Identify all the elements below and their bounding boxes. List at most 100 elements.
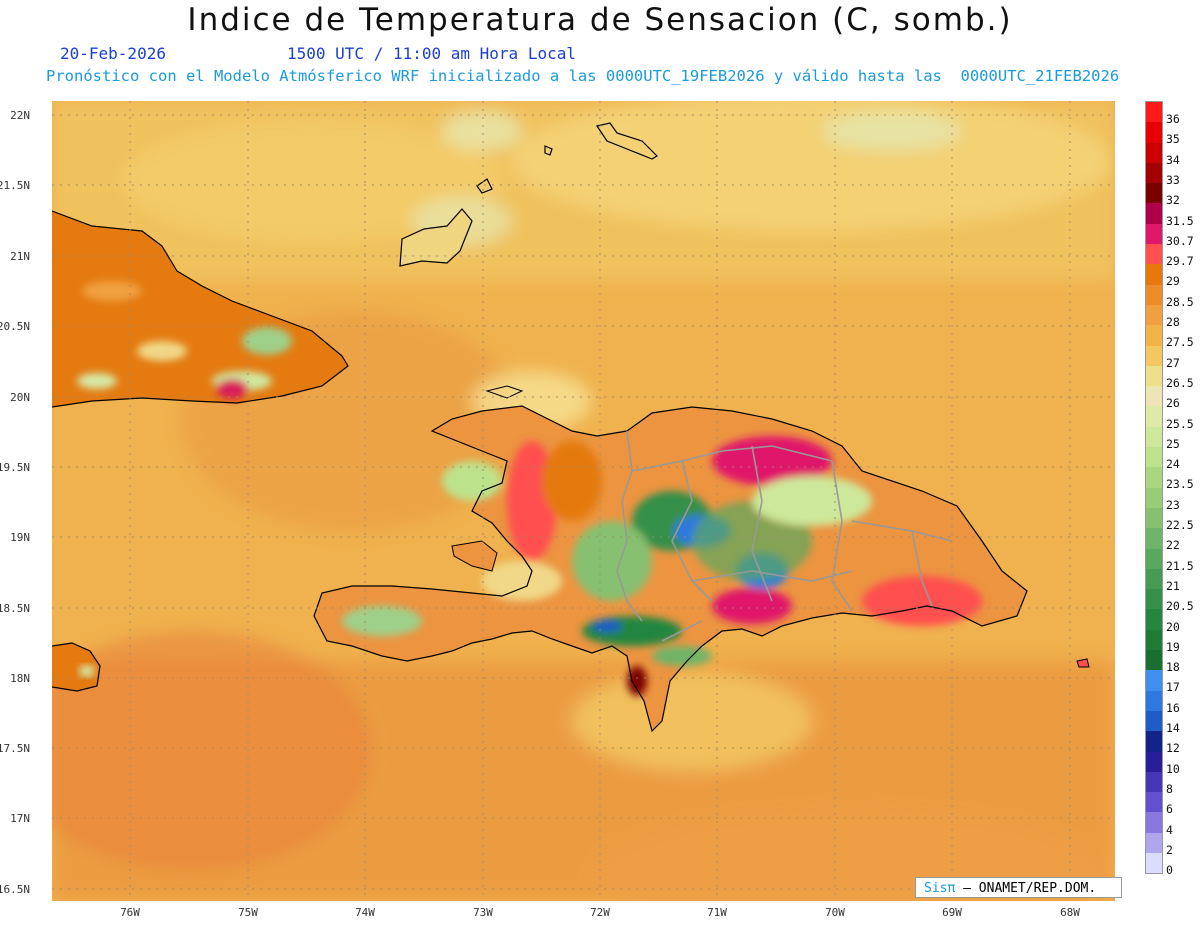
lat-label: 20N — [10, 391, 30, 404]
colorbar-label: 23.5 — [1166, 477, 1194, 492]
lat-label: 22N — [10, 109, 30, 122]
colorbar-label: 32 — [1166, 193, 1180, 208]
colorbar-swatch — [1146, 690, 1162, 711]
colorbar-label: 10 — [1166, 761, 1180, 776]
credit-text: – ONAMET/REP.DOM. — [955, 881, 1097, 896]
colorbar-label: 21 — [1166, 578, 1180, 593]
graticule — [52, 101, 1115, 901]
colorbar-swatch — [1146, 162, 1162, 184]
colorbar-label: 17 — [1166, 680, 1180, 695]
colorbar-label: 28.5 — [1166, 294, 1194, 309]
colorbar-label: 36 — [1166, 112, 1180, 126]
lon-label: 69W — [942, 906, 962, 919]
colorbar-swatch — [1146, 426, 1162, 448]
cuba-landmass — [52, 210, 349, 408]
colorbar-swatch — [1146, 731, 1162, 752]
colorbar-swatch — [1146, 264, 1162, 285]
colorbar-swatch — [1146, 528, 1162, 549]
heat-index-map — [52, 101, 1115, 901]
lon-label: 70W — [825, 906, 845, 919]
lon-label: 72W — [590, 906, 610, 919]
map-title: Indice de Temperatura de Sensacion (C, s… — [187, 2, 1013, 38]
colorbar-label: 34 — [1166, 152, 1180, 167]
lat-label: 18.5N — [0, 602, 30, 615]
colorbar-swatch — [1146, 244, 1162, 265]
colorbar-label: 26 — [1166, 396, 1180, 411]
colorbar-label: 25.5 — [1166, 416, 1194, 431]
colorbar-label: 24 — [1166, 457, 1180, 472]
colorbar-swatch — [1146, 650, 1162, 671]
colorbar-swatch — [1146, 203, 1162, 224]
lat-label: 17N — [10, 812, 30, 825]
hispaniola-landmass — [313, 385, 1028, 733]
colorbar-label: 4 — [1166, 822, 1173, 837]
colorbar-swatch — [1146, 852, 1162, 874]
lat-label: 21.5N — [0, 179, 30, 192]
lat-label: 19.5N — [0, 461, 30, 474]
colorbar-label: 20 — [1166, 619, 1180, 634]
colorbar-swatch — [1146, 102, 1162, 123]
colorbar-swatch — [1146, 467, 1162, 488]
colorbar-label: 28 — [1166, 315, 1180, 329]
colorbar-swatch — [1146, 487, 1162, 508]
colorbar-label: 27.5 — [1166, 335, 1194, 350]
colorbar-label: 8 — [1166, 781, 1173, 796]
colorbar-swatch — [1146, 568, 1162, 590]
jamaica-landmass — [52, 642, 101, 692]
lat-label: 21N — [10, 250, 30, 263]
colorbar-label: 31.5 — [1166, 213, 1194, 228]
colorbar-swatch — [1146, 832, 1162, 853]
lon-label: 71W — [707, 906, 727, 919]
colorbar-label: 16 — [1166, 700, 1180, 715]
colorbar-swatch — [1146, 792, 1162, 813]
colorbar-label: 18 — [1166, 660, 1180, 675]
lon-label: 76W — [120, 906, 140, 919]
colorbar-label: 21.5 — [1166, 558, 1194, 573]
credit-box: Sisπ – ONAMET/REP.DOM. — [915, 877, 1122, 898]
colorbar-label: 27 — [1166, 355, 1180, 370]
colorbar-label: 33 — [1166, 172, 1180, 187]
colorbar-swatch — [1146, 142, 1162, 163]
colorbar-swatch — [1146, 710, 1162, 732]
colorbar-label: 30.7 — [1166, 233, 1194, 248]
colorbar-swatch — [1146, 447, 1162, 468]
colorbar-swatch — [1146, 365, 1162, 387]
colorbar-swatch — [1146, 609, 1162, 630]
colorbar-swatch — [1146, 589, 1162, 610]
colorbar-swatch — [1146, 345, 1162, 366]
credit-brand: Sisπ — [924, 881, 956, 896]
colorbar-swatch — [1146, 406, 1162, 427]
colorbar-label: 14 — [1166, 721, 1180, 735]
colorbar-label: 35 — [1166, 132, 1180, 147]
lon-label: 73W — [473, 906, 493, 919]
colorbar-label: 25 — [1166, 436, 1180, 451]
colorbar-swatch — [1146, 304, 1162, 326]
colorbar-swatch — [1146, 670, 1162, 691]
colorbar-swatch — [1146, 507, 1162, 529]
colorbar-swatch — [1146, 284, 1162, 305]
colorbar-swatch — [1146, 812, 1162, 833]
lat-label: 19N — [10, 531, 30, 544]
colorbar-swatch — [1146, 183, 1162, 204]
lat-label: 17.5N — [0, 742, 30, 755]
lat-label: 18N — [10, 672, 30, 685]
lat-label: 20.5N — [0, 320, 30, 333]
colorbar-swatch — [1146, 548, 1162, 569]
model-description: Pronóstico con el Modelo Atmósferico WRF… — [46, 67, 1120, 85]
forecast-time: 1500 UTC / 11:00 am Hora Local — [287, 44, 576, 63]
colorbar-swatch — [1146, 386, 1162, 407]
colorbar-label: 22 — [1166, 538, 1180, 553]
colorbar-label: 22.5 — [1166, 518, 1194, 532]
colorbar-swatch — [1146, 771, 1162, 793]
colorbar-swatch — [1146, 751, 1162, 772]
forecast-date: 20-Feb-2026 — [60, 44, 166, 63]
colorbar-swatch — [1146, 325, 1162, 346]
colorbar — [1145, 101, 1163, 875]
lon-label: 68W — [1060, 906, 1080, 919]
colorbar-label: 6 — [1166, 802, 1173, 817]
colorbar-label: 29 — [1166, 274, 1180, 289]
colorbar-label: 26.5 — [1166, 375, 1194, 390]
colorbar-label: 29.7 — [1166, 254, 1194, 269]
lon-label: 75W — [238, 906, 258, 919]
colorbar-label: 12 — [1166, 741, 1180, 756]
